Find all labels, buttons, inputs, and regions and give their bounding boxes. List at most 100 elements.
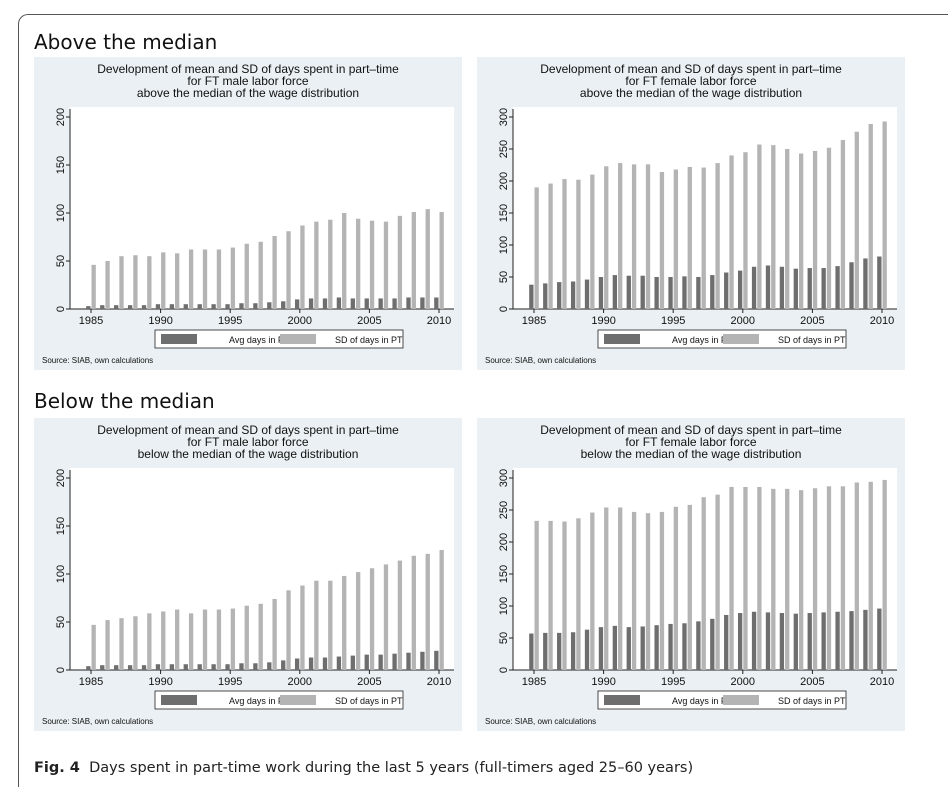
bar-sd-days [328,219,333,309]
legend-label-sd: SD of days in PT [778,335,846,345]
bar-sd-days [590,174,595,309]
bar-avg-days [183,664,188,670]
y-tick-label: 150 [55,156,67,174]
x-tick-label: 1985 [79,315,103,327]
x-tick-label: 1995 [218,315,242,327]
bar-avg-days [751,611,757,670]
bar-avg-days [640,626,645,670]
bar-sd-days [840,140,846,309]
bar-sd-days [314,580,319,670]
bar-avg-days [779,613,785,670]
bar-sd-days [286,231,291,309]
bar-sd-days [604,166,609,309]
bar-avg-days [821,612,826,670]
bar-avg-days [765,612,771,670]
bar-sd-days [439,550,444,670]
bar-avg-days [737,613,743,670]
bar-avg-days [197,304,202,309]
bar-avg-days [169,664,175,670]
bar-sd-days [798,490,804,670]
bar-avg-days [183,304,188,309]
bar-avg-days [696,621,701,670]
bar-sd-days [175,253,180,309]
bar-sd-days [425,553,430,670]
legend-swatch-sd [280,334,316,344]
bar-avg-days [364,298,369,309]
bar-avg-days [626,627,631,670]
x-tick-label: 2000 [731,676,755,688]
source-note: Source: SIAB, own calculations [485,717,596,726]
bar-avg-days [529,633,534,670]
bar-sd-days [91,624,96,670]
bar-sd-days [743,486,748,670]
bar-avg-days [793,268,798,309]
bar-avg-days [364,654,369,670]
bar-avg-days [211,304,216,309]
x-tick-label: 2010 [870,315,894,327]
legend-swatch-avg [604,334,640,344]
y-tick-label: 200 [498,533,510,551]
bar-avg-days [225,664,230,670]
bar-sd-days [119,256,124,309]
chart-title-line: for FT female labor force [625,74,756,88]
bar-avg-days [584,629,590,670]
y-tick-label: 250 [498,140,510,158]
bar-avg-days [155,304,161,309]
bar-avg-days [392,653,397,670]
x-tick-label: 2005 [800,676,824,688]
bar-sd-days [534,520,539,670]
legend-box [597,329,847,349]
y-tick-label: 50 [498,271,510,283]
bar-avg-days [211,664,216,670]
bar-avg-days [598,277,604,309]
x-tick-label: 1990 [591,676,615,688]
bar-sd-days [342,575,347,670]
bar-sd-days [785,488,790,670]
bar-sd-days [659,172,665,309]
bar-avg-days [239,303,244,309]
y-tick-label: 300 [498,108,510,126]
bar-sd-days [230,247,236,309]
bar-sd-days [328,580,333,670]
bar-sd-days [854,131,859,309]
y-tick-label: 50 [55,255,67,267]
bar-sd-days [548,520,553,670]
legend-swatch-avg [161,334,197,344]
bar-avg-days [294,658,300,670]
bar-avg-days [682,623,687,670]
bar-avg-days [434,650,439,670]
legend-label-sd: SD of days in PT [778,696,846,706]
bar-avg-days [141,665,147,670]
bar-sd-days [272,236,277,309]
bar-avg-days [267,302,272,309]
bar-sd-days [604,507,609,670]
bar-avg-days [557,282,562,309]
bar-sd-days [369,568,375,670]
bar-sd-days [161,252,166,309]
bar-avg-days [322,298,328,309]
bar-sd-days [673,169,679,309]
caption-text: Days spent in part-time work during the … [89,760,694,776]
bar-avg-days [169,304,175,309]
bar-avg-days [543,632,548,670]
bar-avg-days [570,281,576,309]
bar-avg-days [849,262,854,309]
legend-label-avg: Avg days in PT [229,335,290,345]
bar-sd-days [631,511,637,670]
bar-avg-days [835,266,840,309]
bar-sd-days [812,488,818,670]
bar-avg-days [724,272,729,309]
bar-sd-days [673,506,679,670]
x-tick-label: 1995 [218,676,242,688]
y-tick-label: 200 [55,108,67,126]
bar-avg-days [793,613,798,670]
y-tick-label: 0 [498,667,510,673]
bar-avg-days [281,301,286,309]
x-tick-label: 1990 [591,315,615,327]
x-tick-label: 2010 [427,315,451,327]
bar-avg-days [336,297,342,309]
bar-sd-days [425,209,430,309]
x-tick-label: 1985 [522,676,546,688]
bar-avg-days [239,663,244,670]
figure-caption: Fig. 4 Days spent in part-time work duri… [34,760,693,776]
